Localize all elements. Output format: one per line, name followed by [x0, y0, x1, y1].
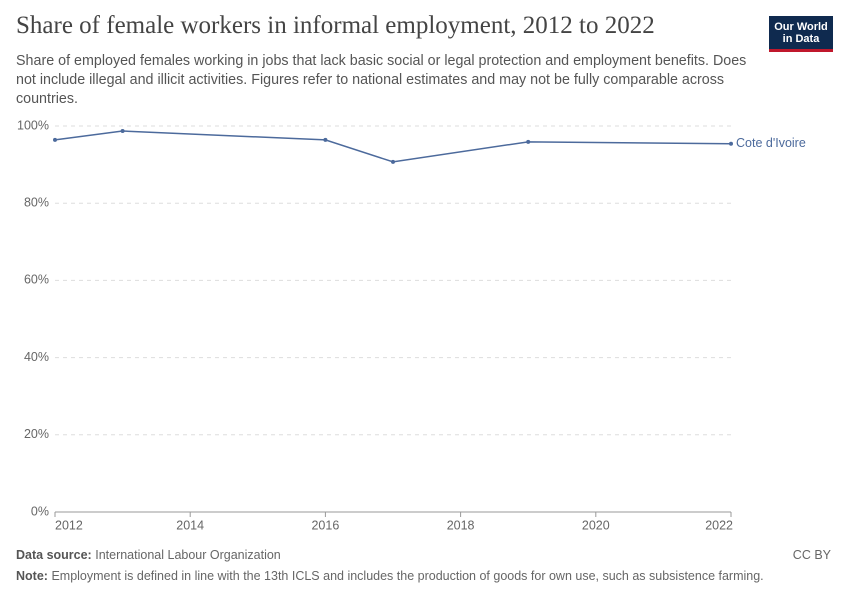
- source-text[interactable]: International Labour Organization: [95, 548, 281, 562]
- x-tick-label: 2014: [176, 518, 204, 532]
- series-label: Cote d'Ivoire: [736, 136, 806, 150]
- y-tick-label: 80%: [24, 195, 49, 209]
- logo-line: Our World: [774, 21, 828, 33]
- license[interactable]: CC BY: [792, 548, 831, 562]
- x-tick-label: 2018: [447, 518, 475, 532]
- point: [53, 137, 57, 142]
- point: [323, 137, 328, 142]
- logo[interactable]: Our World in Data: [769, 16, 833, 52]
- point: [120, 129, 125, 134]
- x-tick-label: 2022: [705, 518, 733, 532]
- logo-line: in Data: [782, 33, 820, 45]
- point: [391, 159, 395, 164]
- series-line: [54, 130, 732, 163]
- x-tick-label: 2020: [582, 518, 610, 532]
- y-tick-label: 60%: [24, 273, 49, 287]
- point: [526, 139, 531, 144]
- y-tick-label: 20%: [24, 427, 49, 441]
- chart-subtitle: Share of employed females working in job…: [16, 53, 747, 107]
- note-text: Employment is defined in line with the 1…: [51, 569, 764, 583]
- y-tick-label: 100%: [17, 118, 49, 132]
- source-label: Data source:: [16, 548, 92, 562]
- y-tick-label: 40%: [24, 350, 49, 364]
- y-tick-label: 0%: [31, 504, 49, 518]
- note: Note: Employment is defined in line with…: [16, 569, 764, 583]
- chart-title: Share of female workers in informal empl…: [16, 12, 655, 39]
- x-tick-label: 2016: [311, 518, 339, 532]
- point: [729, 141, 733, 146]
- x-tick-label: 2012: [55, 518, 83, 532]
- note-label: Note:: [16, 569, 48, 583]
- source: Data source: International Labour Organi…: [16, 548, 281, 562]
